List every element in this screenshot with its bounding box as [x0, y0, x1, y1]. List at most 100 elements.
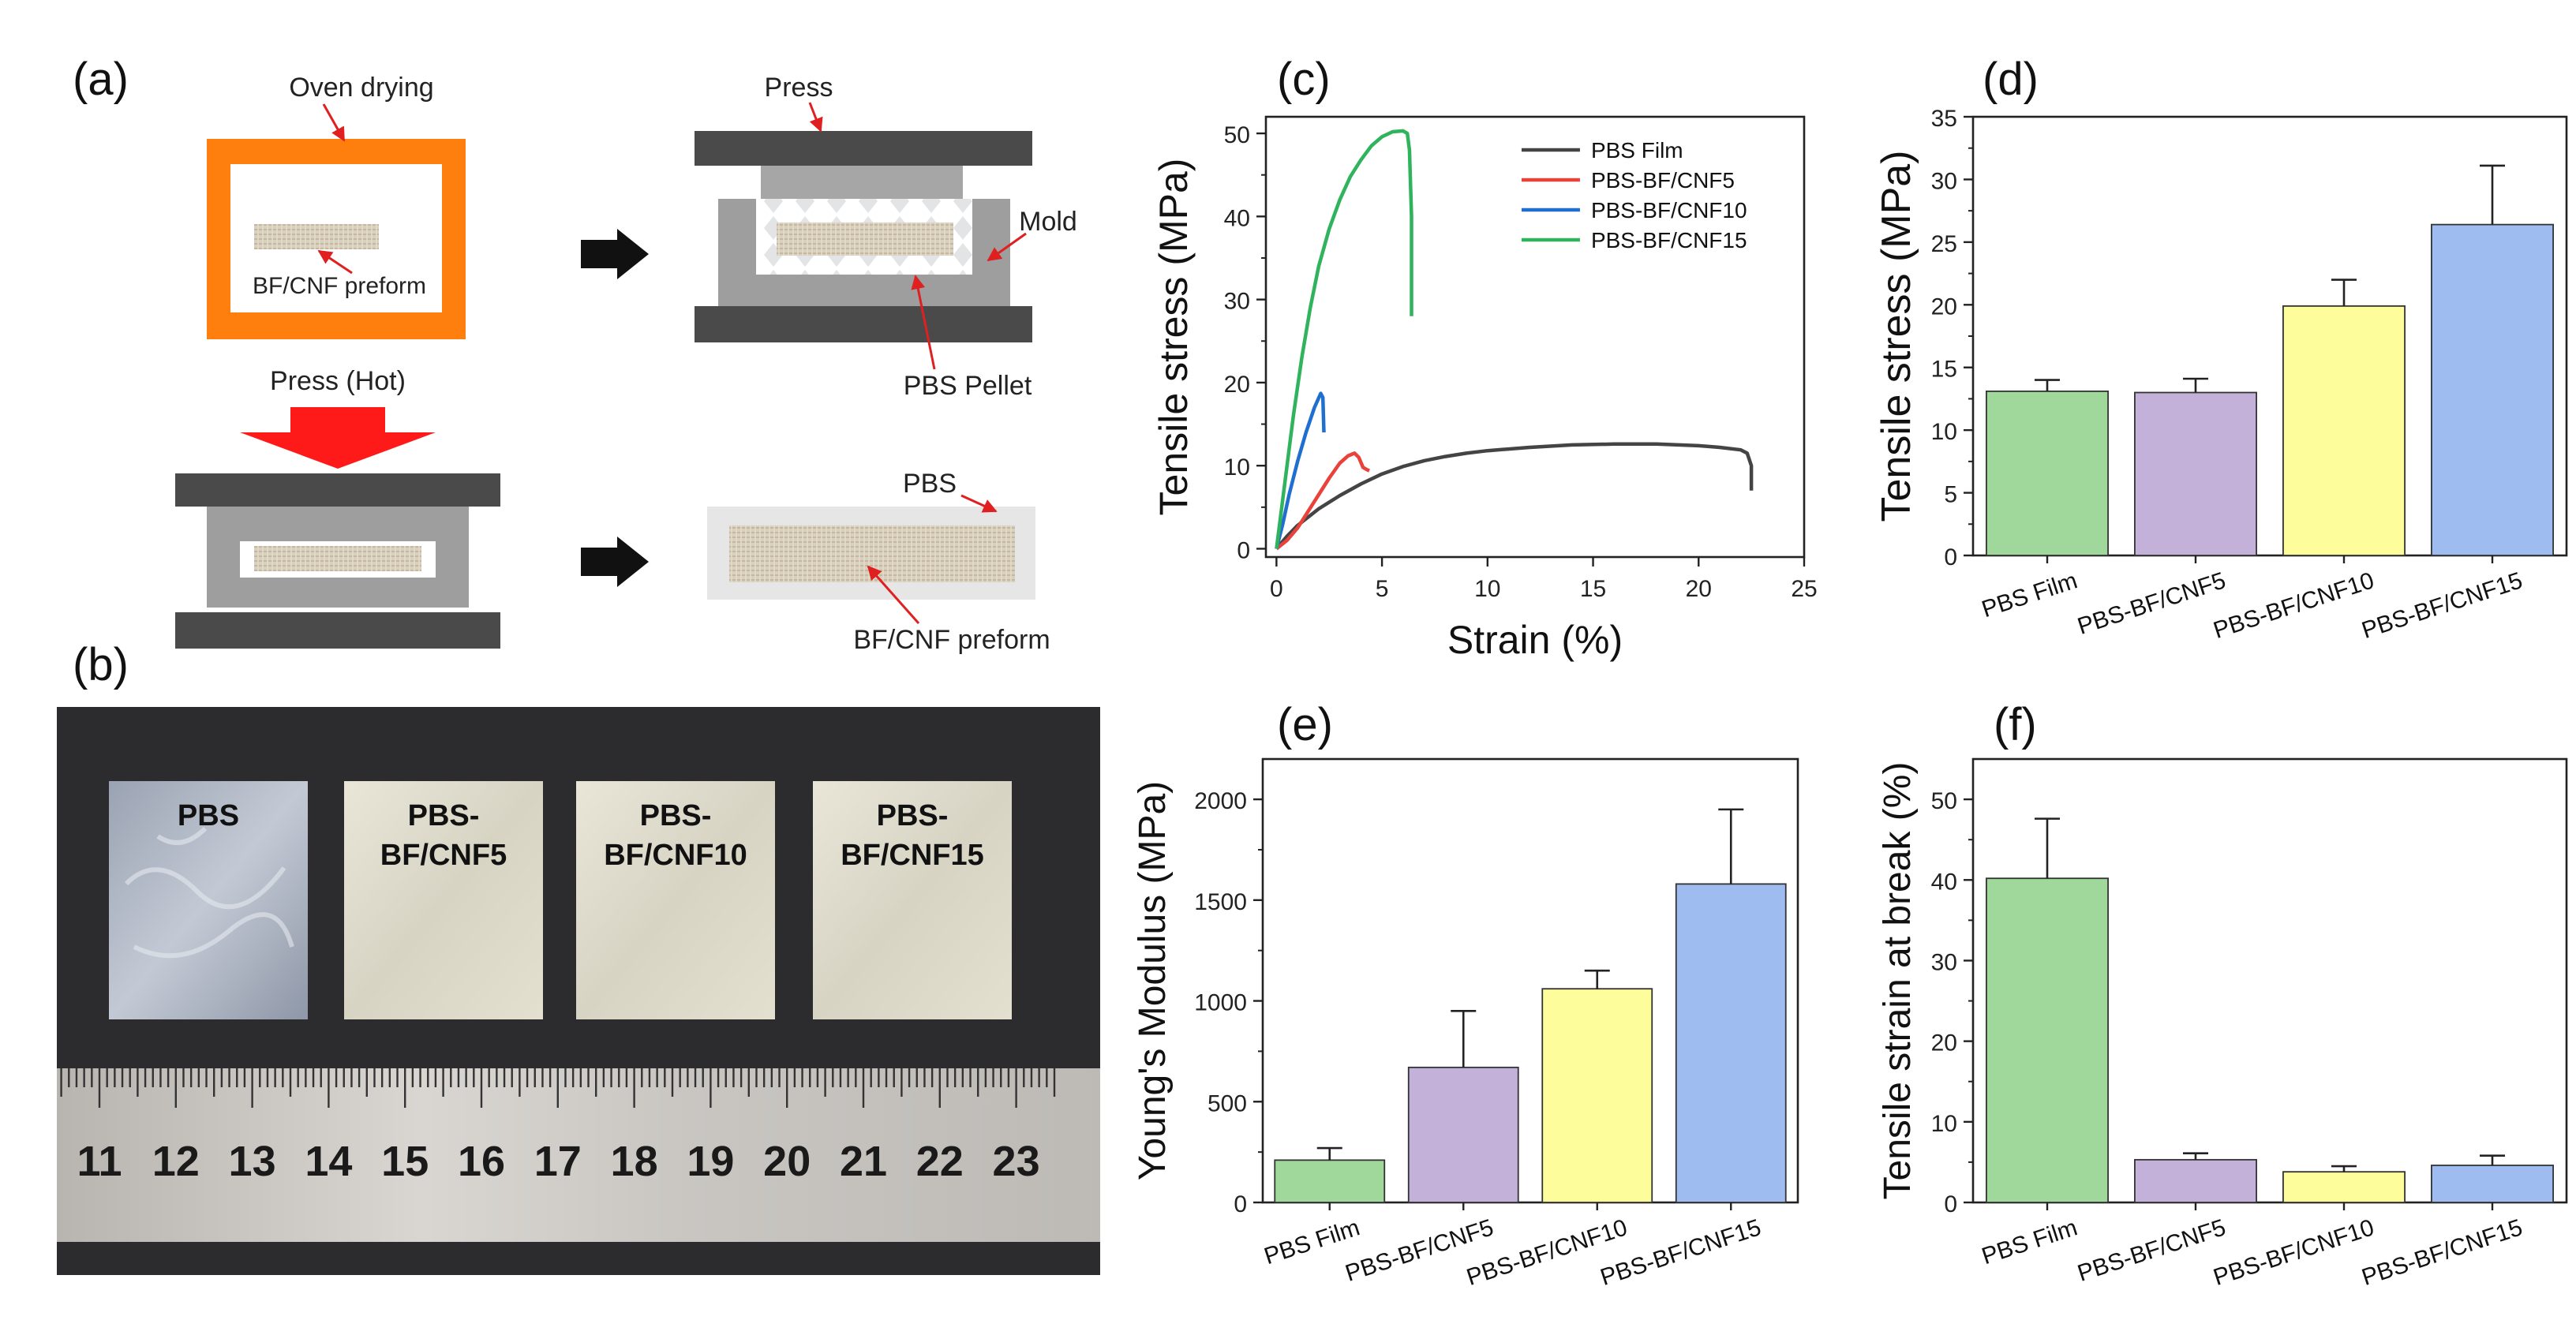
- sample-label: PBS: [178, 799, 239, 832]
- series-line-1: [1275, 451, 1370, 551]
- panel-label-a: (a): [73, 54, 129, 105]
- x-category-label: PBS Film: [1979, 567, 2080, 623]
- y-tick-label: 15: [1931, 357, 1957, 383]
- press-pointer-arrow: [808, 102, 823, 133]
- y-tick-label: 10: [1931, 1111, 1957, 1137]
- preform-final-pointer-arrow: [867, 565, 920, 624]
- y-tick-label: 0: [1944, 1191, 1957, 1217]
- chart-strain-at-break-bars: 0 10 20 30 40 50 Tensile strain at break (%) PB…: [1877, 757, 2568, 1291]
- bar: [1274, 1159, 1386, 1203]
- y-tick-label: 1000: [1194, 990, 1247, 1016]
- bar: [2431, 1165, 2554, 1203]
- sample-label: BF/CNF15: [841, 839, 984, 872]
- ruler-number: 16: [458, 1138, 505, 1185]
- press-top-plate: [695, 131, 1032, 166]
- pbs-pellet-label: PBS Pellet: [904, 371, 1032, 401]
- press-bottom-plate: [695, 306, 1032, 342]
- x-tick-label: 10: [1474, 576, 1500, 602]
- bar: [2134, 1158, 2257, 1203]
- bar: [1986, 877, 2109, 1203]
- y-tick-label: 10: [1224, 454, 1250, 481]
- bar: [2282, 305, 2406, 556]
- preform-pointer-arrow: [317, 249, 353, 275]
- y-tick-label: 5: [1944, 482, 1957, 508]
- ruler-number: 14: [305, 1138, 352, 1185]
- bar: [1675, 883, 1787, 1203]
- plot-frame: [1971, 757, 2568, 1204]
- legend-label: PBS-BF/CNF15: [1591, 228, 1747, 252]
- y-tick-label: 40: [1224, 205, 1250, 231]
- legend-label: PBS-BF/CNF10: [1591, 198, 1747, 222]
- sample-pbs-bf-cnf5: [344, 781, 543, 1019]
- panel-label-d: (d): [1983, 54, 2039, 105]
- bar: [2282, 1171, 2406, 1203]
- press-punch: [761, 166, 963, 199]
- bar: [1541, 988, 1653, 1203]
- hot-press-bottom-plate: [175, 612, 500, 649]
- y-tick-label: 0: [1234, 1191, 1247, 1217]
- plot-frame: [1261, 757, 1799, 1204]
- ruler-number: 18: [611, 1138, 658, 1185]
- y-axis-label: Tensile strain at break (%): [1877, 762, 1919, 1200]
- x-tick-label: 20: [1686, 576, 1712, 602]
- ruler-ticks: [60, 1068, 1056, 1108]
- y-tick-label: 1500: [1194, 889, 1247, 915]
- y-tick-label: 20: [1931, 1030, 1957, 1056]
- y-tick-label: 20: [1931, 294, 1957, 320]
- pellet-pointer-arrow: [911, 275, 936, 370]
- panel-d: (d) 0 5 10 15 20 25 30 35 Tensile stress (MPa) PB…: [1874, 54, 2568, 644]
- ruler-number: 15: [381, 1138, 429, 1185]
- hot-press-top-plate: [175, 473, 500, 507]
- press-hot-label: Press (Hot): [270, 366, 406, 396]
- chart-tensile-stress-bars: 0 5 10 15 20 25 30 35 Tensile stress (MPa) PBS Fi…: [1874, 106, 2568, 644]
- bar: [1986, 390, 2109, 556]
- panel-c: (c) 0 10 20 30 40 50 Tensile stress (MPa) 0 5 10 1…: [1151, 54, 1818, 662]
- x-category-label: PBS-BF/CNF15: [2359, 567, 2526, 644]
- ruler-number: 11: [77, 1138, 122, 1185]
- x-tick-label: 25: [1791, 576, 1817, 602]
- panel-label-c: (c): [1277, 54, 1331, 105]
- mold-label: Mold: [1019, 207, 1077, 237]
- press-label: Press: [765, 73, 833, 103]
- y-tick-label: 0: [1237, 537, 1250, 563]
- oven-pointer-arrow: [322, 103, 346, 142]
- y-tick-label: 10: [1931, 419, 1957, 445]
- y-tick-label: 25: [1931, 231, 1957, 257]
- sample-pbs-bf-cnf15: [813, 781, 1012, 1019]
- oven-drying-label: Oven drying: [289, 73, 433, 103]
- x-category-label: PBS-BF/CNF5: [2074, 567, 2229, 640]
- y-tick-label: 30: [1931, 168, 1957, 194]
- panel-e: (e) 0 500 1000 1500 2000 Young's Modulus (MPa…: [1132, 699, 1799, 1291]
- legend-label: PBS-BF/CNF5: [1591, 168, 1735, 193]
- sample-label: BF/CNF10: [604, 839, 747, 872]
- right-arrow-icon: [581, 537, 649, 587]
- preform-label-final: BF/CNF preform: [853, 625, 1050, 655]
- sample-label: BF/CNF5: [380, 839, 507, 872]
- bar: [2431, 223, 2554, 556]
- preform-label-oven: BF/CNF preform: [253, 273, 426, 299]
- ruler-number: 23: [993, 1138, 1040, 1185]
- series-line-3: [1275, 129, 1413, 549]
- x-category-label: PBS-BF/CNF10: [2211, 567, 2378, 644]
- pbs-pointer-arrow: [960, 494, 998, 513]
- panel-label-b: (b): [73, 639, 129, 690]
- series-line-2: [1275, 391, 1326, 550]
- panel-f: (f) 0 10 20 30 40 50 Tensile strain at break (…: [1877, 699, 2568, 1291]
- ruler-number: 17: [534, 1138, 582, 1185]
- y-tick-label: 0: [1944, 544, 1957, 570]
- ruler-number: 21: [840, 1138, 887, 1185]
- plot-frame: [1264, 115, 1806, 559]
- y-tick-label: 40: [1931, 869, 1957, 895]
- sample-label: PBS-: [877, 799, 949, 832]
- x-tick-label: 5: [1376, 576, 1389, 602]
- chart-tensile-curves: 0 10 20 30 40 50 Tensile stress (MPa) 0 5 10 15 20 2…: [1151, 115, 1818, 662]
- panel-label-f: (f): [1994, 699, 2037, 750]
- down-arrow-icon: [240, 407, 436, 469]
- ruler: [57, 1068, 1100, 1242]
- y-tick-label: 2000: [1194, 788, 1247, 814]
- panel-a: (a) Oven drying BF/CNF preform Press Mol…: [73, 54, 1077, 655]
- preform-in-mold: [777, 222, 953, 256]
- pbs-label: PBS: [903, 469, 957, 499]
